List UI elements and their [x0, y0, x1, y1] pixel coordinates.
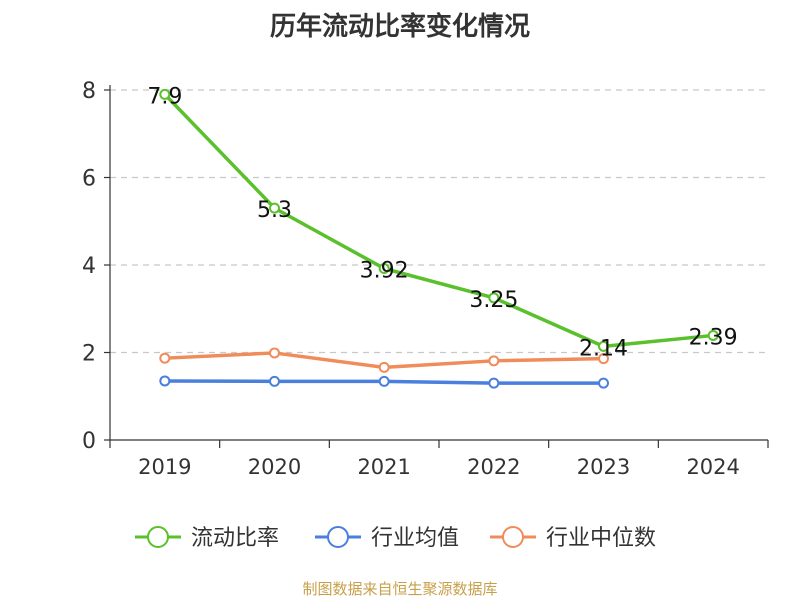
data-point	[488, 355, 500, 367]
data-label: 5.3	[257, 198, 292, 223]
legend: 流动比率 行业均值 行业中位数	[135, 526, 656, 551]
data-point	[269, 375, 280, 387]
data-point	[159, 375, 171, 387]
legend-item[interactable]: 流动比率	[135, 526, 279, 551]
y-tick-label: 2	[82, 342, 96, 367]
data-point	[488, 292, 500, 304]
legend-swatch-marker	[502, 526, 524, 548]
data-label: 7.9	[147, 84, 182, 109]
x-tick-label: 2019	[138, 455, 191, 479]
legend-label: 行业均值	[371, 526, 459, 551]
x-tick-label: 2020	[248, 455, 301, 479]
x-tick-label: 2021	[357, 455, 410, 479]
data-point	[269, 347, 280, 359]
y-tick-label: 8	[82, 79, 96, 104]
source-footer: 制图数据来自恒生聚源数据库	[302, 580, 498, 598]
data-point	[598, 377, 609, 389]
data-point	[378, 263, 390, 274]
legend-item[interactable]: 行业中位数	[490, 526, 656, 551]
series-lines	[159, 88, 719, 389]
legend-swatch-marker	[147, 526, 169, 548]
legend-label: 流动比率	[191, 526, 279, 551]
chart-title: 历年流动比率变化情况	[269, 12, 530, 42]
legend-swatch-marker	[327, 526, 349, 548]
data-point	[378, 375, 390, 387]
y-tick-label: 6	[82, 167, 96, 192]
data-label: 3.92	[360, 259, 409, 284]
x-tick-label: 2024	[686, 455, 739, 479]
data-point	[598, 353, 609, 365]
axes: 0 2 4 6 8 2019 2020 2021 2022 2023 2024	[82, 79, 769, 479]
series-line	[163, 92, 715, 349]
data-label: 2.39	[689, 325, 738, 350]
data-label: 2.14	[579, 336, 628, 361]
data-point	[598, 340, 609, 352]
data-point	[707, 329, 719, 341]
data-point	[488, 377, 500, 389]
data-label: 3.25	[469, 288, 518, 313]
y-tick-label: 4	[82, 254, 96, 279]
grid-lines	[110, 89, 768, 354]
legend-label: 行业中位数	[546, 526, 656, 551]
legend-item[interactable]: 行业均值	[315, 526, 459, 551]
data-labels: 7.9 5.3 3.92 3.25 2.14 2.39	[147, 84, 737, 361]
y-tick-label: 0	[82, 429, 96, 454]
data-point	[378, 361, 390, 373]
data-point	[269, 202, 280, 214]
data-point	[159, 352, 171, 364]
x-tick-label: 2023	[577, 455, 630, 479]
data-point	[159, 88, 171, 100]
x-tick-label: 2022	[467, 455, 520, 479]
